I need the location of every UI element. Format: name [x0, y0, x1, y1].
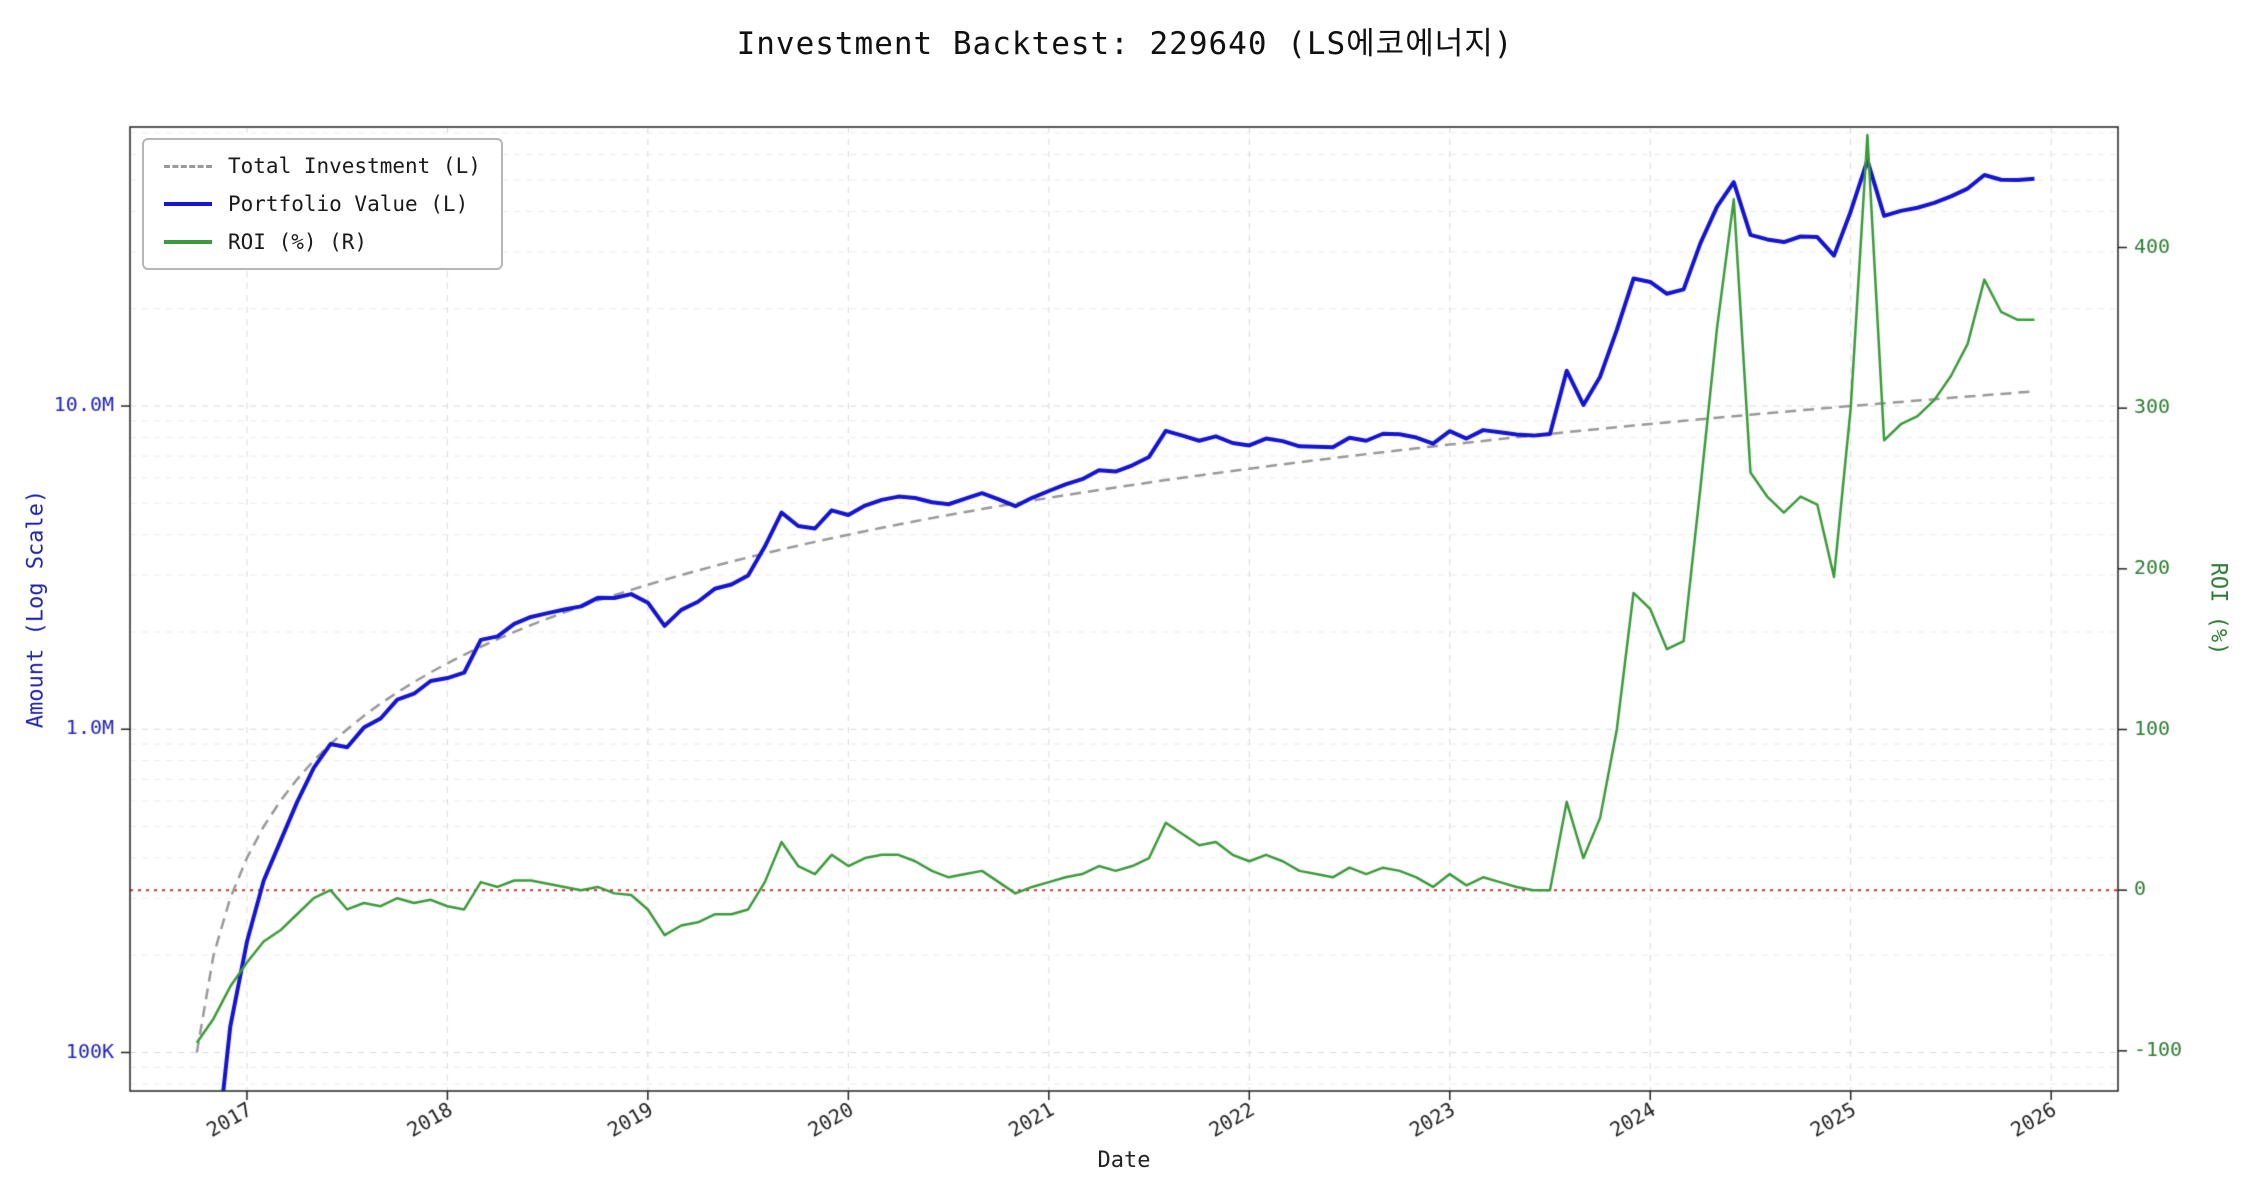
solid-line-sample-icon	[164, 202, 212, 206]
dashed-line-sample-icon	[164, 164, 212, 168]
legend: Total Investment (L) Portfolio Value (L)…	[142, 138, 503, 270]
legend-item-roi: ROI (%) (R)	[164, 228, 481, 256]
legend-item-total-investment: Total Investment (L)	[164, 152, 481, 180]
legend-item-portfolio-value: Portfolio Value (L)	[164, 190, 481, 218]
x-axis-label: Date	[1097, 1148, 1151, 1173]
y-axis-left-label: Amount (Log Scale)	[23, 489, 49, 729]
legend-label: Portfolio Value (L)	[228, 192, 469, 216]
y-axis-right-label: ROI (%)	[2205, 562, 2231, 656]
legend-label: ROI (%) (R)	[228, 230, 368, 254]
solid-line-sample-icon	[164, 240, 212, 244]
legend-label: Total Investment (L)	[228, 154, 481, 178]
